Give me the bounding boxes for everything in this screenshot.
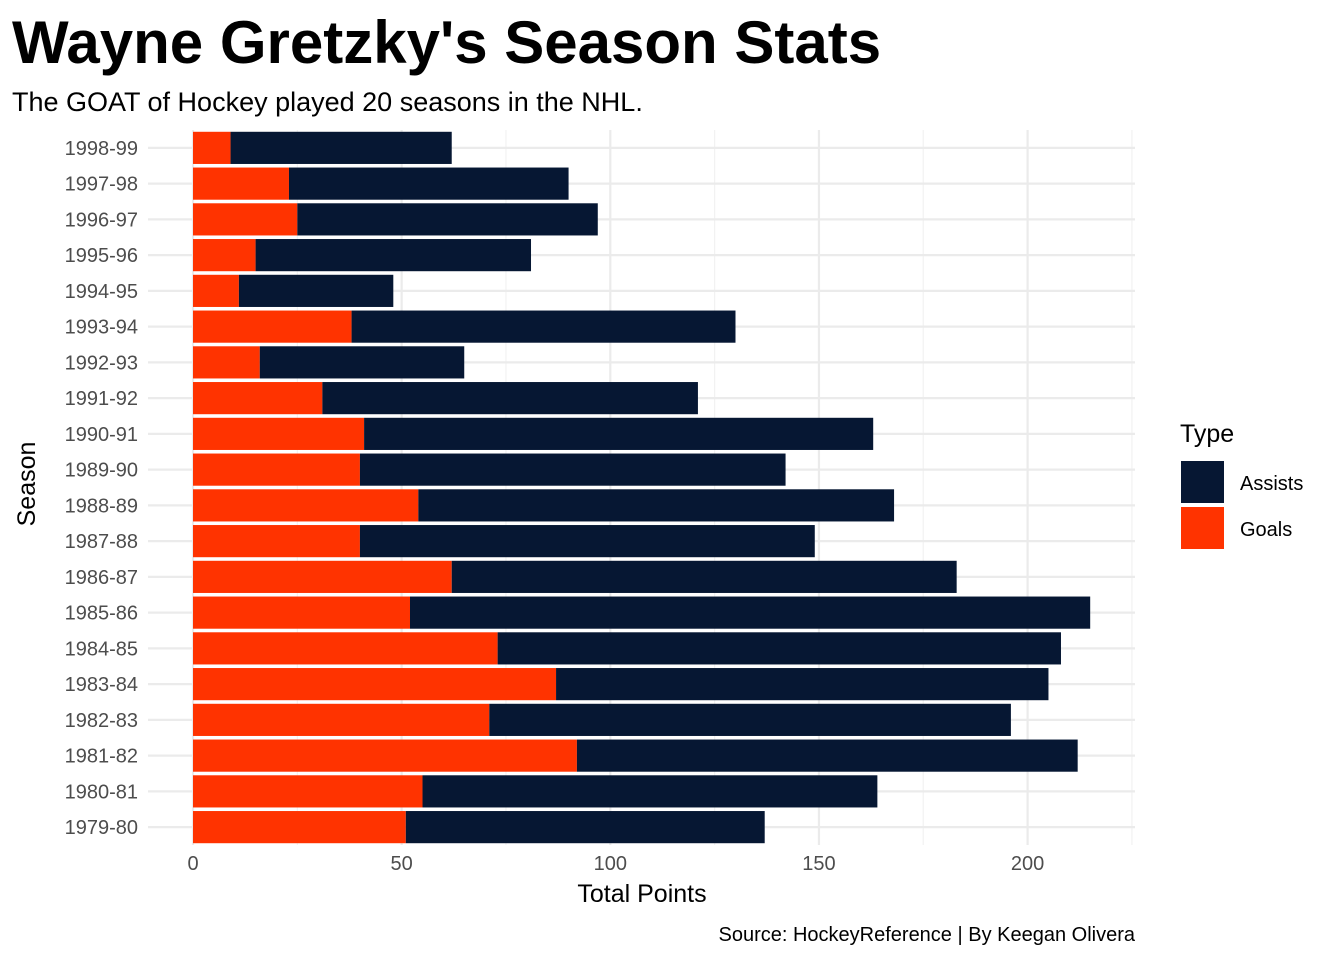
bar-goals-1997-98 — [193, 167, 289, 200]
bar-goals-1995-96 — [193, 239, 256, 272]
bar-goals-1979-80 — [193, 811, 406, 844]
y-tick-label: 1997-98 — [65, 174, 138, 196]
bar-goals-1993-94 — [193, 310, 352, 343]
bar-assists-1996-97 — [297, 203, 598, 236]
bar-assists-1995-96 — [255, 239, 532, 272]
bar-assists-1986-87 — [451, 560, 957, 593]
bar-assists-1987-88 — [359, 525, 815, 558]
gridlines — [148, 130, 1135, 845]
y-tick-label: 1983-84 — [65, 674, 138, 696]
bar-goals-1996-97 — [193, 203, 298, 236]
bar-goals-1991-92 — [193, 382, 323, 415]
y-tick-label: 1995-96 — [65, 245, 138, 267]
y-tick-label: 1993-94 — [65, 317, 138, 339]
bar-goals-1980-81 — [193, 775, 423, 808]
y-tick-label: 1990-91 — [65, 424, 138, 446]
bar-goals-1987-88 — [193, 525, 360, 558]
y-tick-label: 1980-81 — [65, 781, 138, 803]
bar-goals-1990-91 — [193, 417, 365, 450]
y-tick-label: 1992-93 — [65, 352, 138, 374]
bar-goals-1992-93 — [193, 346, 260, 379]
y-tick-label: 1998-99 — [65, 138, 138, 160]
bar-assists-1994-95 — [238, 274, 394, 307]
bar-assists-1983-84 — [556, 668, 1049, 701]
bar-assists-1985-86 — [409, 596, 1091, 629]
y-axis-title: Season — [13, 442, 41, 527]
chart-subtitle: The GOAT of Hockey played 20 seasons in … — [12, 87, 643, 117]
x-axis-title: Total Points — [577, 880, 706, 908]
bar-goals-1983-84 — [193, 668, 557, 701]
y-tick-label: 1991-92 — [65, 388, 138, 410]
bar-goals-1994-95 — [193, 274, 239, 307]
bar-goals-1984-85 — [193, 632, 498, 665]
bar-assists-1993-94 — [351, 310, 736, 343]
y-tick-label: 1984-85 — [65, 638, 138, 660]
y-tick-label: 1985-86 — [65, 603, 138, 625]
bar-assists-1982-83 — [489, 703, 1011, 736]
legend: Type Assists Goals — [1180, 420, 1303, 549]
plot-area: 1979-80 1980-81 1981-82 1982-83 1983-84 1984-… — [65, 130, 1135, 875]
x-tick-label: 0 — [187, 853, 198, 875]
y-tick-label: 1982-83 — [65, 710, 138, 732]
bar-assists-1981-82 — [576, 739, 1078, 772]
y-tick-label: 1996-97 — [65, 209, 138, 231]
legend-title: Type — [1180, 420, 1234, 448]
y-tick-label: 1994-95 — [65, 281, 138, 303]
chart-caption: Source: HockeyReference | By Keegan Oliv… — [718, 924, 1135, 946]
bar-goals-1986-87 — [193, 560, 452, 593]
legend-label-assists: Assists — [1240, 473, 1303, 495]
x-tick-label: 200 — [1011, 853, 1044, 875]
x-tick-label: 50 — [391, 853, 413, 875]
bar-assists-1988-89 — [418, 489, 895, 522]
bar-assists-1998-99 — [230, 131, 452, 164]
bar-assists-1979-80 — [405, 811, 765, 844]
bars — [193, 131, 1091, 844]
y-tick-label: 1986-87 — [65, 567, 138, 589]
bar-assists-1991-92 — [322, 382, 698, 415]
bar-assists-1989-90 — [359, 453, 786, 486]
x-tick-label: 100 — [594, 853, 627, 875]
bar-goals-1988-89 — [193, 489, 419, 522]
legend-swatch-goals — [1181, 507, 1224, 549]
y-tick-label: 1989-90 — [65, 460, 138, 482]
bar-assists-1980-81 — [422, 775, 878, 808]
legend-swatch-assists — [1181, 461, 1224, 503]
chart-title: Wayne Gretzky's Season Stats — [12, 9, 881, 76]
legend-label-goals: Goals — [1240, 519, 1292, 541]
bar-assists-1990-91 — [364, 417, 874, 450]
y-tick-labels: 1979-80 1980-81 1981-82 1982-83 1983-84 1984-… — [65, 138, 138, 839]
bar-goals-1982-83 — [193, 703, 490, 736]
bar-goals-1985-86 — [193, 596, 410, 629]
bar-goals-1998-99 — [193, 131, 231, 164]
y-tick-label: 1987-88 — [65, 531, 138, 553]
x-tick-label: 150 — [802, 853, 835, 875]
y-tick-label: 1981-82 — [65, 746, 138, 768]
x-tick-labels: 0 50 100 150 200 — [187, 853, 1044, 875]
bar-goals-1981-82 — [193, 739, 577, 772]
bar-assists-1984-85 — [497, 632, 1061, 665]
bar-goals-1989-90 — [193, 453, 360, 486]
bar-assists-1997-98 — [288, 167, 569, 200]
bar-assists-1992-93 — [259, 346, 465, 379]
y-tick-label: 1979-80 — [65, 817, 138, 839]
y-tick-label: 1988-89 — [65, 495, 138, 517]
